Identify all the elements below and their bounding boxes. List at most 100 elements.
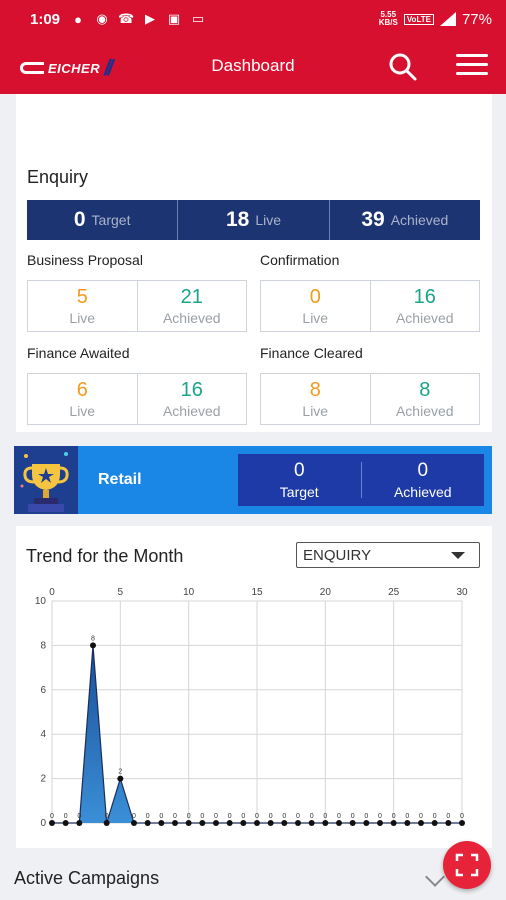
- finance-cleared-title: Finance Cleared: [260, 345, 363, 361]
- data-point: [49, 820, 55, 826]
- data-label: 0: [351, 813, 355, 820]
- data-point: [336, 820, 342, 826]
- data-point: [199, 820, 206, 826]
- eicher-logo: EICHER //: [20, 55, 113, 81]
- page-title: Dashboard: [211, 56, 295, 75]
- finance-awaited-live[interactable]: 6 Live: [28, 374, 138, 424]
- data-label: 0: [378, 813, 382, 820]
- data-label: 0: [392, 813, 396, 820]
- data-label: 0: [405, 813, 409, 820]
- volte-badge: VoLTE: [403, 13, 434, 25]
- battery-percent: 77%: [461, 10, 492, 28]
- data-label: 0: [255, 813, 259, 820]
- confirmation-achieved[interactable]: 16 Achieved: [395, 286, 454, 326]
- data-label: 0: [241, 813, 245, 820]
- data-label: 0: [282, 813, 286, 820]
- x-tick-label: 25: [388, 587, 400, 598]
- data-point: [144, 820, 151, 826]
- retail-stats[interactable]: 0 Target 0 Achieved: [238, 454, 484, 506]
- data-label: 0: [460, 813, 464, 820]
- y-tick-label: 6: [40, 685, 46, 696]
- data-label: 0: [200, 813, 204, 820]
- data-point: [226, 820, 233, 826]
- y-tick-label: 4: [40, 729, 46, 740]
- data-point: [418, 820, 424, 826]
- business-proposal-live[interactable]: 5 Live: [28, 281, 138, 331]
- enquiry-achieved[interactable]: 39 Achieved: [361, 208, 449, 231]
- chevron-down-icon[interactable]: [425, 867, 445, 887]
- finance-awaited-title: Finance Awaited: [27, 345, 130, 361]
- data-point: [349, 820, 356, 826]
- business-proposal-achieved[interactable]: 21 Achieved: [162, 286, 221, 326]
- trophy-icon: [14, 446, 78, 514]
- data-point: [62, 820, 69, 826]
- metric-dropdown[interactable]: ENQUIRY: [296, 542, 480, 568]
- trend-card: Trend for the Month ENQUIRY 0 5 10 15 20 25 30…: [16, 526, 492, 848]
- data-point: [240, 820, 247, 826]
- data-point: [445, 820, 452, 826]
- data-label: 0: [146, 813, 150, 820]
- finance-cleared-stats[interactable]: 8 Live 8 Achieved: [260, 373, 480, 425]
- whatsapp-icon: ☎: [117, 11, 135, 26]
- finance-cleared-live[interactable]: 8 Live: [261, 374, 371, 424]
- app-bar: EICHER // Dashboard: [0, 38, 506, 94]
- menu-icon: [456, 54, 488, 57]
- finance-awaited-stats[interactable]: 6 Live 16 Achieved: [27, 373, 247, 425]
- retail-achieved[interactable]: 0 Achieved: [393, 460, 452, 500]
- y-tick-label: 2: [40, 774, 46, 785]
- data-point: [377, 820, 383, 826]
- enquiry-title: Enquiry: [27, 167, 89, 187]
- business-proposal-stats[interactable]: 5 Live 21 Achieved: [27, 280, 247, 332]
- data-label: 0: [310, 813, 314, 820]
- trend-title: Trend for the Month: [26, 546, 184, 566]
- data-label: 0: [364, 813, 368, 820]
- data-point: [267, 820, 274, 826]
- finance-awaited-achieved[interactable]: 16 Achieved: [162, 379, 221, 419]
- x-tick-label: 30: [456, 587, 468, 598]
- y-tick-label: 0: [40, 818, 46, 829]
- data-point: [131, 820, 137, 826]
- x-tick-label: 15: [251, 587, 263, 598]
- x-tick-label: 0: [49, 587, 55, 598]
- retail-banner[interactable]: Retail 0 Target 0 Achieved: [14, 446, 492, 514]
- confirmation-title: Confirmation: [260, 252, 340, 268]
- data-point: [363, 820, 370, 826]
- search-icon: [389, 53, 417, 81]
- caret-down-icon: [451, 552, 465, 559]
- status-bar: 1:09 ● ◉ ☎ ▶ ▣ ▭ 5.55 KB/S VoLTE 77%: [0, 0, 506, 38]
- enquiry-card: Enquiry 0 Target 18 Live 39 Achieved Bus…: [16, 94, 492, 432]
- business-proposal-title: Business Proposal: [27, 252, 143, 268]
- active-campaigns-title: Active Campaigns: [14, 868, 160, 888]
- data-label: 0: [337, 813, 341, 820]
- data-label: 0: [269, 813, 273, 820]
- location-icon: ●: [74, 11, 82, 27]
- eicher-logo-mark: //: [104, 55, 113, 80]
- search-button[interactable]: [388, 52, 418, 82]
- data-label: 0: [187, 813, 191, 820]
- enquiry-live[interactable]: 18 Live: [178, 200, 330, 240]
- fullscreen-icon: [455, 853, 479, 877]
- data-label: 2: [118, 769, 122, 776]
- data-point: [308, 820, 315, 826]
- enquiry-summary[interactable]: 0 Target 18 Live 39 Achieved: [27, 200, 480, 240]
- confirmation-live[interactable]: 0 Live: [261, 281, 371, 331]
- x-tick-label: 10: [183, 587, 195, 598]
- chat-icon: ◉: [96, 11, 108, 26]
- data-label: 0: [77, 813, 81, 820]
- data-label: 0: [419, 813, 423, 820]
- enquiry-target[interactable]: 0 Target: [27, 200, 179, 240]
- menu-button[interactable]: [456, 54, 488, 78]
- data-label: 0: [50, 813, 54, 820]
- data-label: 0: [296, 813, 300, 820]
- retail-target[interactable]: 0 Target: [279, 460, 319, 500]
- retail-label: Retail: [98, 471, 142, 488]
- confirmation-stats[interactable]: 0 Live 16 Achieved: [260, 280, 480, 332]
- finance-cleared-achieved[interactable]: 8 Achieved: [395, 379, 454, 419]
- signal-icon: [439, 12, 456, 26]
- data-point: [103, 820, 110, 826]
- series-area: [52, 645, 462, 823]
- data-point: [390, 820, 397, 826]
- y-tick-label: 10: [35, 596, 47, 607]
- data-point: [404, 820, 411, 826]
- fullscreen-button[interactable]: [443, 841, 491, 889]
